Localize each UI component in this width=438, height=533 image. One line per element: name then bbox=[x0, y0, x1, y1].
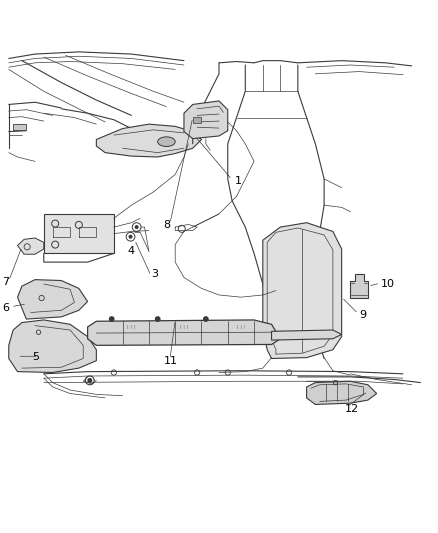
Polygon shape bbox=[96, 124, 201, 157]
Text: 1: 1 bbox=[234, 176, 241, 186]
Polygon shape bbox=[18, 238, 44, 254]
Polygon shape bbox=[44, 214, 114, 253]
Text: 12: 12 bbox=[345, 404, 359, 414]
Text: 6: 6 bbox=[2, 303, 9, 313]
Circle shape bbox=[129, 236, 132, 238]
Circle shape bbox=[204, 317, 208, 321]
Text: I I I: I I I bbox=[237, 325, 245, 330]
Text: I I I: I I I bbox=[127, 325, 136, 330]
Polygon shape bbox=[193, 117, 201, 123]
Text: 10: 10 bbox=[381, 279, 395, 289]
Text: 8: 8 bbox=[163, 220, 170, 230]
Polygon shape bbox=[184, 101, 228, 139]
Polygon shape bbox=[9, 320, 96, 373]
Polygon shape bbox=[350, 274, 368, 298]
Polygon shape bbox=[13, 124, 26, 130]
Text: I I I: I I I bbox=[180, 325, 188, 330]
Text: 5: 5 bbox=[32, 352, 39, 362]
Text: 11: 11 bbox=[164, 356, 178, 366]
Ellipse shape bbox=[158, 137, 175, 147]
Polygon shape bbox=[263, 223, 342, 359]
Text: 9: 9 bbox=[359, 310, 366, 320]
Circle shape bbox=[135, 226, 138, 229]
Polygon shape bbox=[272, 330, 342, 340]
Polygon shape bbox=[18, 280, 88, 319]
Polygon shape bbox=[88, 320, 280, 345]
Text: 4: 4 bbox=[128, 246, 135, 256]
Circle shape bbox=[155, 317, 160, 321]
Circle shape bbox=[110, 317, 114, 321]
Text: 7: 7 bbox=[2, 277, 9, 287]
Circle shape bbox=[88, 378, 92, 382]
Text: 3: 3 bbox=[151, 269, 158, 279]
Polygon shape bbox=[307, 381, 377, 405]
